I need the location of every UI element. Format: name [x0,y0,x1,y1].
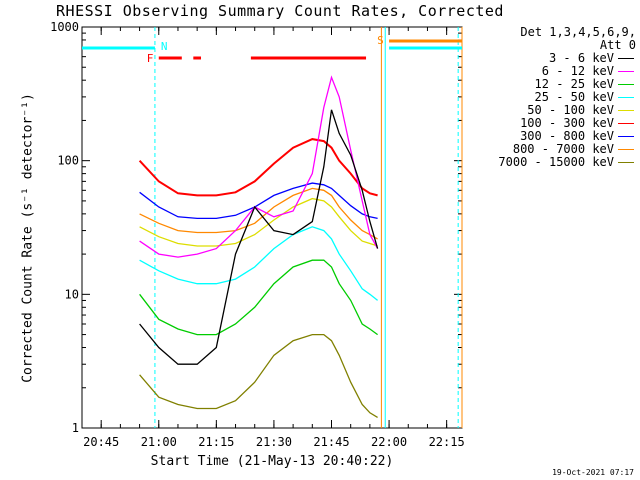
legend-entry-label: 300 - 800 keV [520,129,614,143]
s-flag-label: S [377,34,384,47]
series-line-50-100-kev [139,197,378,247]
legend-swatch [618,71,634,72]
legend: Det 1,3,4,5,6,9, Att 0 3 - 6 keV 6 - 12 k… [476,26,636,169]
legend-entry-label: 50 - 100 keV [527,103,614,117]
legend-entry: 300 - 800 keV [476,130,636,143]
legend-entry-label: 800 - 7000 keV [512,142,614,156]
series-lines [138,75,379,418]
y-tick-label: 1 [72,421,79,435]
legend-entry-label: 25 - 50 keV [534,90,614,104]
legend-entry-label: 3 - 6 keV [548,51,614,65]
f-flag-label: F [147,52,154,65]
vertical-markers [154,27,463,428]
x-axis-label: Start Time (21-May-13 20:40:22) [150,454,394,469]
legend-swatch [618,58,634,59]
series-line-800-7000-kev [139,187,378,240]
legend-swatch [618,149,634,150]
series-line-100-300-kev [138,138,378,197]
n-flag-label: N [161,40,168,53]
y-tick-label: 10 [65,287,79,301]
legend-swatch [618,97,634,98]
series-line-7000-15000-kev [139,333,378,418]
axis-ticks: 20:45 21:00 21:15 21:30 21:45 22:00 22:15 1 10 10… [50,20,465,449]
x-tick-label: 21:45 [313,435,349,449]
legend-entry: 50 - 100 keV [476,104,636,117]
legend-entry: 3 - 6 keV [476,52,636,65]
legend-swatch [618,84,634,85]
y-tick-label: 1000 [50,20,79,34]
x-tick-label: 21:30 [256,435,292,449]
legend-entry-label: 12 - 25 keV [534,77,614,91]
x-tick-label: 22:00 [371,435,407,449]
x-tick-label: 21:15 [198,435,234,449]
legend-entry: 100 - 300 keV [476,117,636,130]
legend-entry-label: 100 - 300 keV [520,116,614,130]
x-tick-label: 22:15 [429,435,465,449]
legend-entry: 6 - 12 keV [476,65,636,78]
legend-swatch [618,110,634,111]
timestamp: 19-Oct-2021 07:17 [552,468,634,477]
chart-title: RHESSI Observing Summary Count Rates, Co… [56,2,504,20]
x-tick-label: 21:00 [141,435,177,449]
legend-entry-label: 7000 - 15000 keV [498,155,614,169]
legend-entry: 25 - 50 keV [476,91,636,104]
legend-attenuator: Att 0 [599,38,636,52]
legend-detectors: Det 1,3,4,5,6,9, [520,25,636,39]
series-line-3-6-kev [139,109,379,365]
flag-bars: NF S [82,34,462,65]
legend-entry: 800 - 7000 keV [476,143,636,156]
series-line-12-25-kev [139,259,378,336]
legend-entry: 7000 - 15000 keV [476,156,636,169]
x-tick-label: 20:45 [83,435,119,449]
legend-swatch [618,162,634,163]
legend-swatch [618,123,634,124]
legend-entry: 12 - 25 keV [476,78,636,91]
y-axis-label: Corrected Count Rate (s⁻¹ detector⁻¹) [20,93,36,383]
legend-entry-label: 6 - 12 keV [541,64,614,78]
y-tick-label: 100 [57,154,79,168]
legend-entries: 3 - 6 keV 6 - 12 keV 12 - 25 keV 25 - 50 ke… [476,52,636,169]
series-line-300-800-kev [139,182,378,220]
legend-swatch [618,136,634,137]
